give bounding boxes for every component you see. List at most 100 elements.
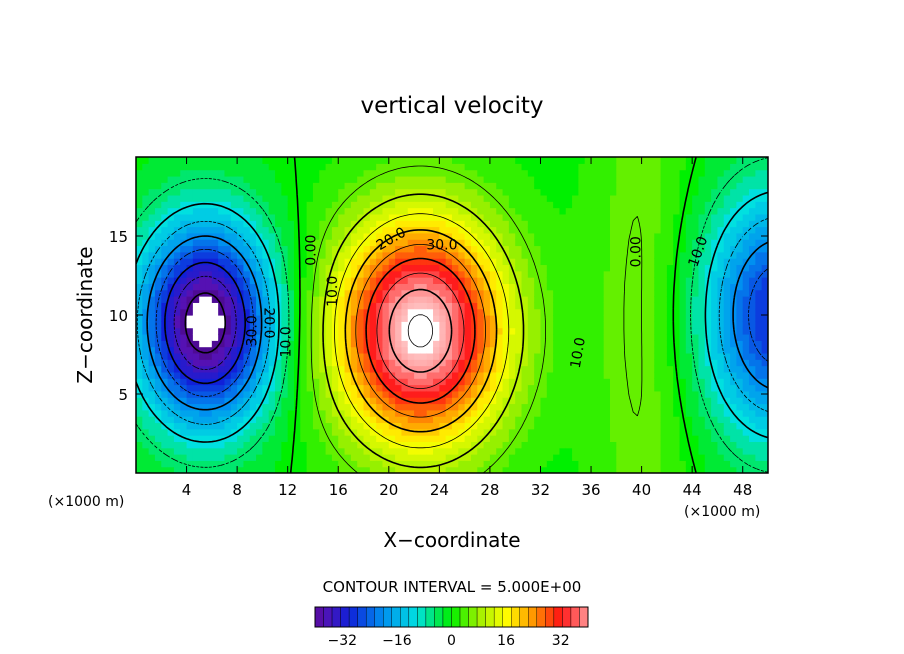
field-cell [243, 258, 251, 266]
field-cell [281, 232, 289, 240]
field-cell [180, 169, 188, 177]
field-cell [192, 321, 200, 329]
field-cell [572, 359, 579, 367]
field-cell [591, 289, 598, 297]
field-cell [224, 447, 232, 455]
field-cell [641, 213, 649, 221]
field-cell [464, 441, 472, 449]
field-cell [161, 435, 169, 442]
field-cell [407, 422, 415, 430]
field-cell [698, 182, 706, 190]
field-cell [142, 264, 150, 272]
field-cell [597, 194, 605, 202]
field-cell [603, 201, 611, 209]
field-cell [230, 258, 238, 266]
field-cell [407, 397, 415, 405]
field-cell [199, 447, 207, 455]
field-cell [256, 245, 263, 253]
field-cell [755, 169, 763, 177]
field-cell [369, 270, 377, 278]
field-cell [685, 201, 693, 209]
field-cell [445, 346, 453, 354]
field-cell [218, 378, 226, 386]
field-cell [148, 258, 156, 266]
field-cell [685, 264, 693, 272]
field-cell [502, 384, 510, 392]
field-cell [205, 346, 213, 354]
field-cell [211, 397, 219, 405]
field-cell [660, 175, 668, 183]
field-cell [717, 460, 725, 468]
field-cell [761, 220, 768, 228]
field-cell [136, 365, 143, 373]
field-cell [749, 201, 756, 209]
field-cell [489, 428, 497, 436]
field-cell [306, 428, 314, 436]
field-cell [268, 315, 276, 322]
field-cell [591, 365, 598, 373]
field-cell [647, 428, 655, 436]
field-cell [603, 220, 611, 228]
field-cell [319, 201, 327, 209]
field-cell [401, 384, 409, 392]
field-cell [268, 251, 276, 259]
field-cell [319, 207, 327, 215]
field-cell [350, 460, 358, 468]
field-cell [717, 207, 725, 215]
field-cell [142, 175, 150, 183]
field-cell [414, 397, 421, 405]
field-cell [192, 409, 200, 417]
field-cell [635, 226, 643, 234]
field-cell [761, 194, 768, 202]
field-cell [344, 264, 352, 272]
field-cell [180, 428, 188, 436]
field-cell [439, 264, 447, 272]
field-cell [211, 264, 219, 272]
field-cell [628, 157, 636, 164]
field-cell [685, 163, 693, 171]
field-cell [730, 435, 737, 442]
field-cell [742, 454, 750, 461]
field-cell [610, 333, 617, 341]
field-cell [464, 232, 472, 240]
field-cell [761, 447, 768, 455]
field-cell [730, 270, 737, 278]
field-cell [736, 258, 744, 266]
field-cell [325, 258, 333, 266]
field-cell [470, 441, 478, 449]
field-cell [622, 454, 630, 461]
field-cell [723, 226, 731, 234]
field-cell [508, 239, 516, 247]
field-cell [186, 163, 194, 171]
field-cell [534, 251, 542, 259]
field-cell [679, 441, 687, 449]
field-cell [723, 289, 731, 297]
field-cell [401, 283, 409, 291]
field-cell [401, 454, 409, 461]
field-cell [698, 416, 706, 424]
field-cell [521, 346, 529, 354]
field-cell [470, 422, 478, 430]
field-cell [300, 251, 308, 259]
field-cell [167, 403, 175, 411]
field-cell [730, 460, 737, 468]
field-cell [559, 264, 567, 272]
field-cell [489, 188, 497, 196]
field-cell [439, 283, 447, 291]
field-cell [287, 157, 295, 164]
field-cell [312, 409, 320, 417]
field-cell [243, 441, 251, 449]
field-cell [698, 397, 706, 405]
field-cell [527, 270, 535, 278]
field-cell [654, 270, 662, 278]
field-cell [502, 194, 510, 202]
field-cell [363, 435, 371, 442]
field-cell [521, 258, 529, 266]
field-cell [559, 258, 567, 266]
field-cell [458, 289, 466, 297]
field-cell [154, 188, 162, 196]
field-cell [591, 340, 598, 348]
field-cell [565, 409, 573, 417]
field-cell [603, 371, 611, 379]
field-cell [616, 416, 624, 424]
